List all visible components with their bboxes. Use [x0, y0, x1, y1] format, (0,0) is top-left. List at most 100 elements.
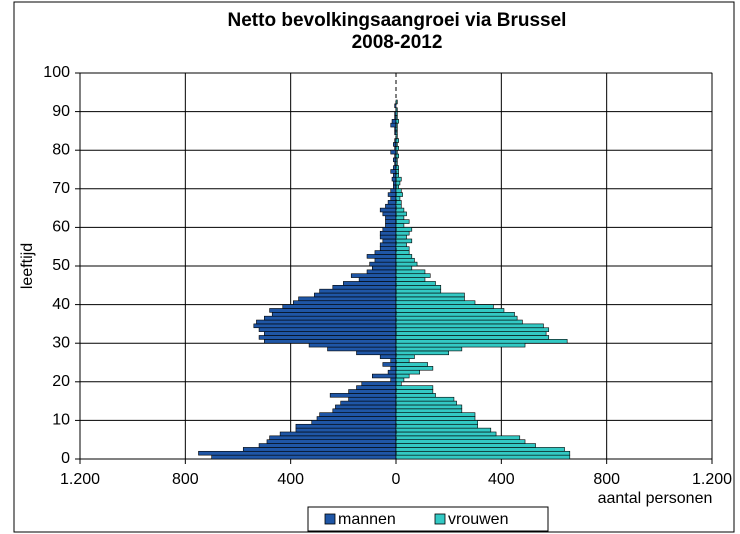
bar [395, 404, 463, 410]
bar [256, 319, 397, 325]
y-tick-label: 30 [52, 334, 70, 351]
y-tick-label: 50 [52, 257, 70, 274]
bar [350, 273, 397, 278]
bar [369, 261, 397, 267]
bar [385, 215, 397, 220]
legend-label: vrouwen [448, 511, 508, 528]
bar [395, 339, 568, 344]
bar [379, 242, 397, 247]
bar [395, 250, 410, 255]
bar [258, 443, 397, 448]
bar [340, 400, 397, 406]
bar [395, 358, 410, 363]
bar [327, 346, 397, 352]
chart-title: Netto bevolkingsaangroei via Brussel [228, 10, 567, 31]
bar [332, 408, 397, 413]
bar [395, 408, 463, 413]
bar [295, 427, 397, 433]
bar [395, 327, 550, 332]
bar [253, 323, 397, 329]
bar [395, 346, 463, 352]
bar [395, 180, 401, 186]
legend-label: mannen [338, 511, 396, 528]
bar [387, 200, 397, 205]
bar [387, 192, 397, 197]
bar [395, 381, 402, 386]
bar [385, 223, 397, 228]
bar [395, 319, 523, 325]
bar [395, 439, 526, 444]
bar [374, 250, 397, 255]
bar [395, 203, 402, 209]
bar [395, 450, 571, 456]
bar [343, 281, 397, 286]
bar [395, 373, 410, 379]
bar [395, 277, 426, 282]
bar [319, 288, 397, 294]
bar [279, 431, 397, 437]
bar [395, 284, 442, 290]
bar [395, 219, 410, 224]
bar [379, 246, 397, 251]
bar [395, 396, 455, 402]
x-tick-label: 800 [593, 471, 620, 488]
y-tick-label: 100 [43, 64, 70, 81]
bar [395, 215, 405, 220]
bar [395, 393, 436, 398]
bar [366, 269, 397, 275]
bar [382, 211, 397, 217]
y-tick-label: 70 [52, 180, 70, 197]
bar [348, 396, 397, 402]
bar [395, 211, 407, 217]
bar [329, 393, 397, 398]
bar [395, 188, 402, 193]
bar [395, 273, 431, 278]
bar [258, 335, 397, 340]
bar [395, 223, 405, 228]
bar [292, 300, 397, 305]
bar [395, 261, 418, 267]
bar [391, 119, 397, 124]
bar [395, 389, 434, 394]
bar [271, 312, 397, 317]
bar [395, 288, 442, 294]
bar [390, 169, 397, 174]
bar [390, 366, 397, 371]
y-axis-label: leeftijd [19, 243, 36, 289]
bar [390, 196, 397, 201]
bar [264, 339, 397, 344]
bar [358, 277, 397, 282]
bar [395, 304, 494, 309]
x-tick-label: 1.200 [60, 471, 100, 488]
bar [311, 420, 397, 425]
bar [332, 284, 397, 290]
bar [395, 192, 403, 197]
bar [395, 230, 410, 236]
bar [395, 454, 571, 460]
x-tick-label: 1.200 [692, 471, 732, 488]
bar [395, 292, 465, 298]
bar [379, 234, 397, 240]
bar [269, 308, 397, 313]
bar [395, 331, 547, 336]
x-axis-label: aantal personen [598, 490, 713, 507]
bar [395, 176, 402, 182]
x-tick-label: 400 [277, 471, 304, 488]
bar [258, 327, 397, 332]
legend-swatch [324, 513, 336, 525]
bar [282, 304, 397, 309]
bar [395, 281, 436, 286]
bar [395, 420, 478, 425]
bar [242, 447, 397, 452]
y-tick-label: 40 [52, 296, 70, 313]
bar [395, 427, 492, 433]
bar [395, 350, 449, 356]
bar [395, 296, 465, 302]
bar [395, 323, 544, 329]
legend-swatch [434, 513, 446, 525]
bar [382, 238, 397, 244]
bar [335, 404, 397, 410]
bar [395, 447, 565, 452]
bar [395, 254, 413, 259]
bar [395, 234, 407, 240]
